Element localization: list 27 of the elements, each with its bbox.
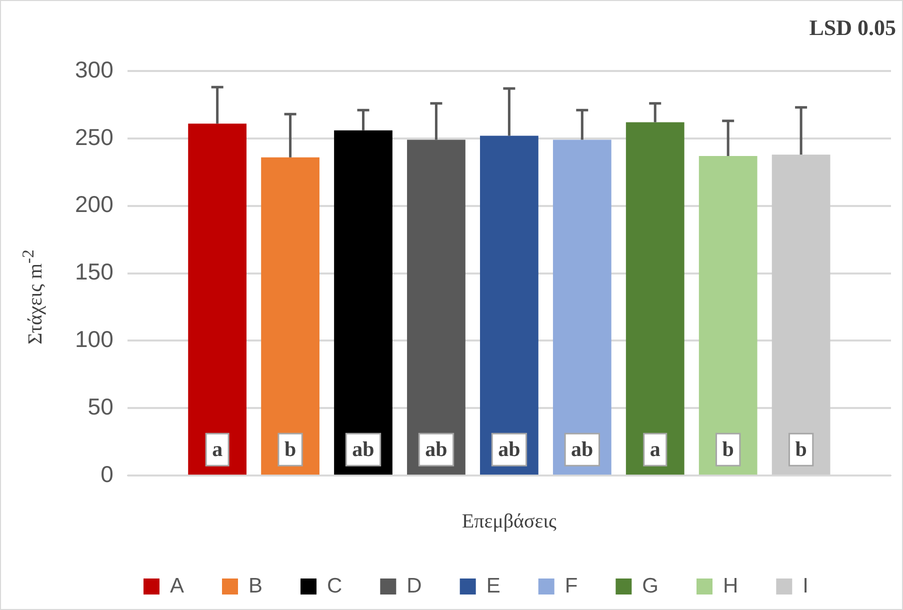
data-label: a xyxy=(650,437,661,462)
y-tick-label: 0 xyxy=(100,460,114,487)
legend-label: A xyxy=(170,574,184,598)
text: LSD 0.05 xyxy=(809,15,896,41)
y-tick-label: 250 xyxy=(75,124,114,150)
data-label: a xyxy=(212,437,224,462)
legend-label: B xyxy=(248,574,263,598)
legend-label: E xyxy=(486,574,500,598)
data-label: b xyxy=(722,437,734,462)
y-tick-label: 150 xyxy=(75,258,114,285)
data-label: ab xyxy=(498,437,520,462)
y-tick-label: 100 xyxy=(75,326,114,352)
data-label: ab xyxy=(352,437,374,462)
legend-label: I xyxy=(802,574,809,598)
y-tick-label: 300 xyxy=(75,56,114,82)
legend-label: D xyxy=(406,574,422,598)
legend-label: H xyxy=(723,574,738,598)
data-label: b xyxy=(284,437,296,462)
y-tick-label: 50 xyxy=(88,394,114,420)
legend-label: C xyxy=(327,574,342,598)
data-label: ab xyxy=(425,437,448,462)
data-label: ab xyxy=(571,437,594,462)
y-tick-label: 200 xyxy=(75,191,114,218)
legend-label: G xyxy=(642,574,659,598)
data-label: b xyxy=(795,437,807,462)
legend-label: F xyxy=(564,574,578,598)
x-axis-title: Επεμβάσεις xyxy=(462,510,557,532)
